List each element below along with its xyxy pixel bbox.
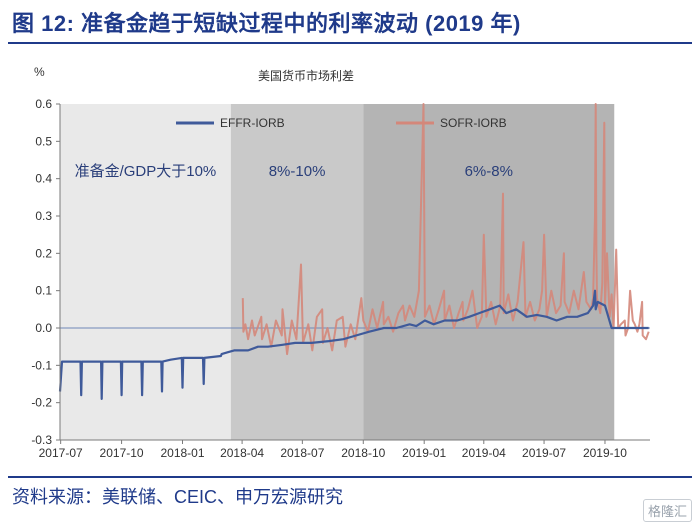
y-axis-unit: % xyxy=(34,65,45,79)
region-band-3 xyxy=(363,104,615,440)
y-tick-label: -0.1 xyxy=(31,358,52,372)
chart: 准备金/GDP大于10% 8%-10% 6%-8% -0.3 -0.2 -0.1 0.0 0… xyxy=(31,65,650,460)
region-label-3: 6%-8% xyxy=(465,163,513,180)
region-label-1: 准备金/GDP大于10% xyxy=(75,163,217,180)
source-rule xyxy=(8,476,692,478)
x-tick-label: 2018-01 xyxy=(160,446,204,460)
region-label-2: 8%-10% xyxy=(269,163,326,180)
x-tick-label: 2018-04 xyxy=(220,446,264,460)
legend-label-sofr-iorb: SOFR-IORB xyxy=(440,116,507,130)
legend: EFFR-IORB SOFR-IORB xyxy=(176,116,507,130)
x-tick-label: 2017-10 xyxy=(100,446,144,460)
x-tick-label: 2018-07 xyxy=(280,446,324,460)
series-line-sofr-iorb xyxy=(241,103,650,356)
figure-title: 图 12: 准备金趋于短缺过程中的利率波动 (2019 年) xyxy=(12,11,521,36)
x-tick-label: 2019-10 xyxy=(583,446,627,460)
title-rule xyxy=(8,42,692,44)
y-tick-label: 0.1 xyxy=(35,284,52,298)
x-tick-label: 2019-07 xyxy=(522,446,566,460)
y-tick-label: 0.2 xyxy=(35,246,52,260)
series-line-effr-iorb xyxy=(58,289,649,400)
y-tick-label: -0.3 xyxy=(31,433,52,447)
x-tick-label: 2018-10 xyxy=(341,446,385,460)
legend-label-effr-iorb: EFFR-IORB xyxy=(220,116,285,130)
source-note: 资料来源：美联储、CEIC、申万宏源研究 xyxy=(12,487,344,507)
region-band-2 xyxy=(230,104,364,440)
y-tick-label: -0.2 xyxy=(31,396,52,410)
y-tick-label: 0.4 xyxy=(35,172,52,186)
y-tick-label: 0.5 xyxy=(35,134,52,148)
axes: -0.3 -0.2 -0.1 0.0 0.1 0.2 0.3 0.4 0.5 0.6 2017-07… xyxy=(31,97,650,460)
region-band-1 xyxy=(60,104,231,440)
region-bands: 准备金/GDP大于10% 8%-10% 6%-8% xyxy=(60,104,615,440)
x-tick-label: 2017-07 xyxy=(39,446,83,460)
watermark-logo: 格隆汇 xyxy=(642,499,692,522)
series-lines xyxy=(58,103,650,400)
x-tick-label: 2019-01 xyxy=(402,446,446,460)
y-tick-label: 0.6 xyxy=(35,97,52,111)
x-tick-label: 2019-04 xyxy=(462,446,506,460)
chart-title: 美国货币市场利差 xyxy=(258,68,354,83)
y-tick-label: 0.3 xyxy=(35,209,52,223)
y-tick-label: 0.0 xyxy=(35,321,52,335)
